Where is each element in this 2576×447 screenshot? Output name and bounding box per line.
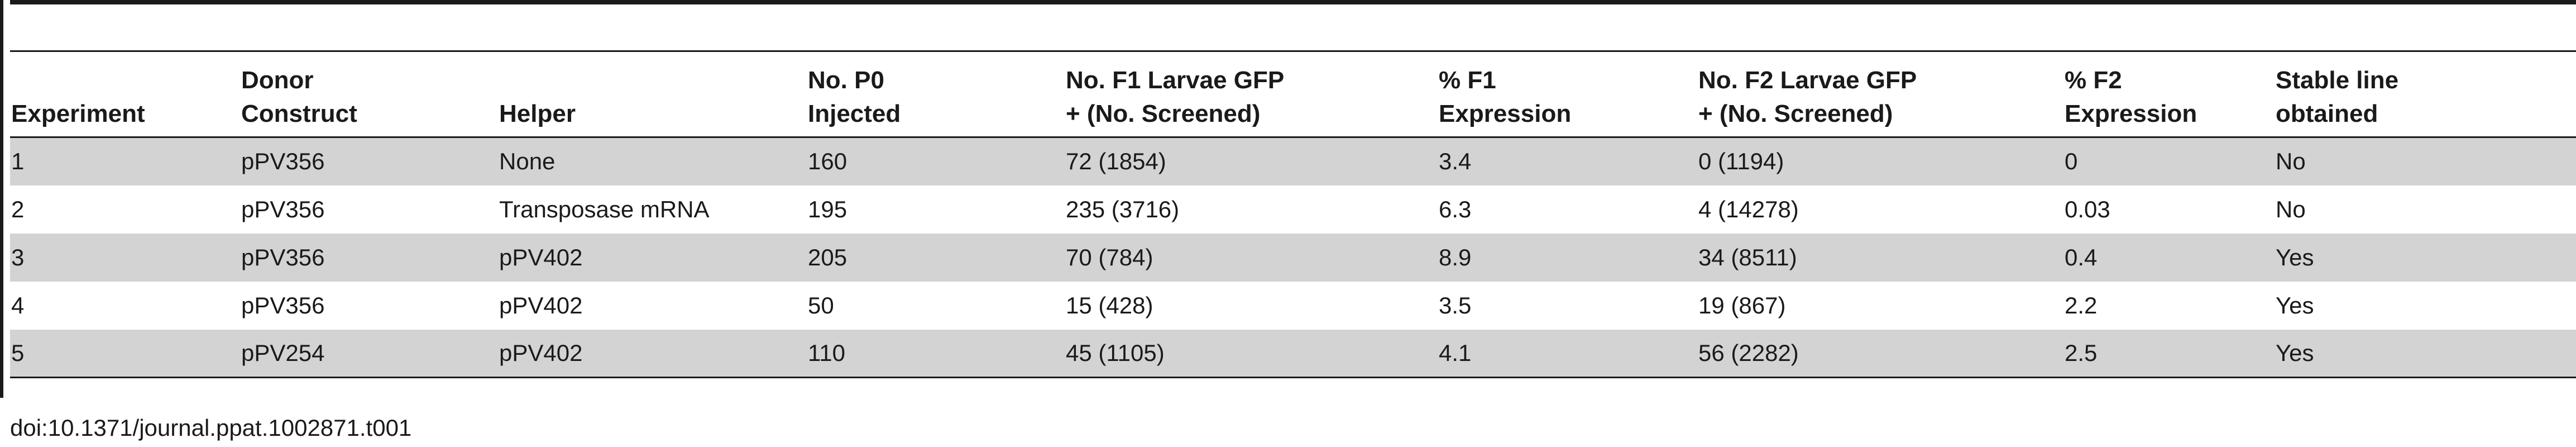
cell-experiment: 4 xyxy=(11,292,25,318)
cell-f2-larvae: 19 (867) xyxy=(1698,292,1786,318)
cell-experiment: 5 xyxy=(10,329,240,378)
column-header-p0-injected: No. P0 Injected xyxy=(807,51,1065,138)
cell-f2-larvae: 34 (8511) xyxy=(1697,233,2063,282)
cell-f1-larvae: 45 (1105) xyxy=(1065,329,1438,378)
cell-donor-construct: pPV356 xyxy=(240,233,498,282)
cell-donor-construct: pPV356 xyxy=(240,137,498,186)
cell-stable-line: Yes xyxy=(2276,292,2314,318)
cell-f1-larvae: 235 (3716) xyxy=(1066,196,1180,222)
table-row: 4 pPV356 pPV402 50 15 (428) 3.5 19 (867)… xyxy=(10,282,2576,330)
table-row: 1 pPV356 None 160 72 (1854) 3.4 0 (1194)… xyxy=(10,137,2576,186)
cell-f1-expression: 4.1 xyxy=(1438,329,1697,378)
cell-stable-line: No xyxy=(2275,137,2576,186)
cell-stable-line: Yes xyxy=(2275,233,2576,282)
cell-f2-expression: 0.4 xyxy=(2063,233,2275,282)
cell-f2-expression: 0 xyxy=(2063,137,2275,186)
cell-helper: pPV402 xyxy=(498,233,807,282)
column-header-f2-larvae: No. F2 Larvae GFP + (No. Screened) xyxy=(1697,51,2063,138)
cell-experiment: 1 xyxy=(10,137,240,186)
cell-experiment: 3 xyxy=(10,233,240,282)
cell-stable-line: No xyxy=(2276,196,2306,222)
cell-helper: pPV402 xyxy=(498,329,807,378)
data-table-container: Experiment Donor Construct Helper No. P0… xyxy=(10,51,2576,378)
column-header-experiment: Experiment xyxy=(10,51,240,138)
header-row: Experiment Donor Construct Helper No. P0… xyxy=(10,51,2576,138)
table-row: 3 pPV356 pPV402 205 70 (784) 8.9 34 (851… xyxy=(10,233,2576,282)
cell-f1-larvae: 70 (784) xyxy=(1065,233,1438,282)
cell-helper: Transposase mRNA xyxy=(499,196,710,222)
cell-p0-injected: 205 xyxy=(807,233,1065,282)
cell-f1-larvae: 72 (1854) xyxy=(1065,137,1438,186)
cell-donor-construct: pPV254 xyxy=(240,329,498,378)
cell-f2-expression: 2.5 xyxy=(2063,329,2275,378)
table-row: 2 pPV356 Transposase mRNA 195 235 (3716)… xyxy=(10,186,2576,234)
experiment-results-table: Experiment Donor Construct Helper No. P0… xyxy=(10,51,2576,378)
cell-experiment: 2 xyxy=(11,196,25,222)
cell-helper: pPV402 xyxy=(499,292,583,318)
cell-donor-construct: pPV356 xyxy=(241,196,325,222)
cell-f2-larvae: 4 (14278) xyxy=(1698,196,1799,222)
cell-p0-injected: 110 xyxy=(807,329,1065,378)
cell-p0-injected: 195 xyxy=(808,196,848,222)
cell-f2-expression: 0.03 xyxy=(2065,196,2110,222)
cell-p0-injected: 160 xyxy=(807,137,1065,186)
column-header-stable-line: Stable line obtained xyxy=(2275,51,2576,138)
column-header-helper: Helper xyxy=(498,51,807,138)
table-row: 5 pPV254 pPV402 110 45 (1105) 4.1 56 (22… xyxy=(10,329,2576,378)
cell-stable-line: Yes xyxy=(2275,329,2576,378)
cell-helper: None xyxy=(498,137,807,186)
cell-f2-larvae: 56 (2282) xyxy=(1697,329,2063,378)
cell-donor-construct: pPV356 xyxy=(241,292,325,318)
table-title-bar xyxy=(10,0,2576,4)
cell-f1-expression: 3.5 xyxy=(1439,292,1472,318)
column-header-f1-larvae: No. F1 Larvae GFP + (No. Screened) xyxy=(1065,51,1438,138)
left-border-rule xyxy=(0,0,3,398)
cell-f1-larvae: 15 (428) xyxy=(1066,292,1153,318)
cell-f1-expression: 8.9 xyxy=(1438,233,1697,282)
cell-f2-larvae: 0 (1194) xyxy=(1697,137,2063,186)
doi-caption: doi:10.1371/journal.ppat.1002871.t001 xyxy=(10,415,412,441)
cell-f1-expression: 6.3 xyxy=(1439,196,1472,222)
column-header-f1-expression: % F1 Expression xyxy=(1438,51,1697,138)
column-header-f2-expression: % F2 Expression xyxy=(2063,51,2275,138)
cell-f1-expression: 3.4 xyxy=(1438,137,1697,186)
header-top-rule xyxy=(10,50,2576,52)
cell-f2-expression: 2.2 xyxy=(2065,292,2098,318)
column-header-donor-construct: Donor Construct xyxy=(240,51,498,138)
cell-p0-injected: 50 xyxy=(808,292,834,318)
